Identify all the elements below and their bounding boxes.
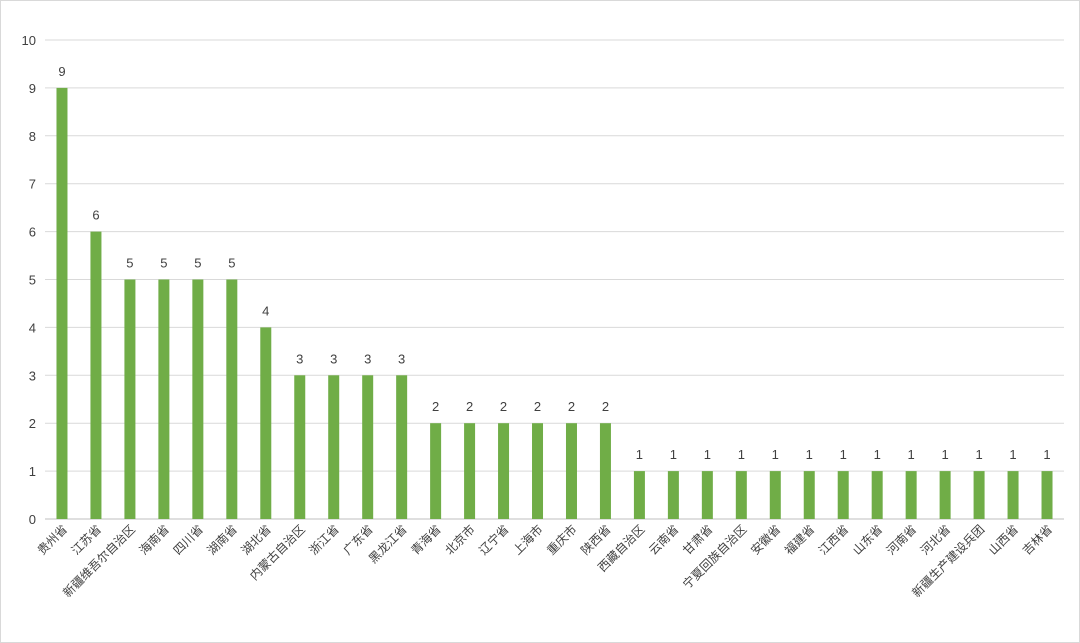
data-label: 1: [1043, 447, 1050, 462]
data-label: 1: [636, 447, 643, 462]
y-axis-ticks: 0 1 2 3 4 5 6 7 8 9 10: [22, 33, 36, 527]
gridlines: [45, 39, 1064, 520]
bar: [464, 423, 476, 519]
y-tick-label: 7: [29, 177, 36, 192]
data-label: 4: [262, 303, 269, 318]
data-label: 1: [772, 447, 779, 462]
data-label: 1: [975, 447, 982, 462]
data-label: 1: [704, 447, 711, 462]
x-tick-label: 上海市: [510, 522, 546, 558]
data-label: 3: [398, 351, 405, 366]
bar: [905, 471, 917, 519]
bar: [226, 279, 238, 519]
x-tick-label: 河南省: [883, 522, 919, 558]
data-label: 5: [228, 256, 235, 271]
y-tick-label: 1: [29, 464, 36, 479]
x-tick-label: 浙江省: [306, 522, 341, 557]
bar: [837, 471, 849, 519]
data-label: 3: [364, 351, 371, 366]
x-tick-label: 云南省: [645, 522, 681, 558]
x-tick-label: 青海省: [408, 522, 444, 558]
x-tick-label: 北京市: [442, 522, 478, 558]
x-tick-label: 贵州省: [35, 522, 70, 557]
data-label: 3: [330, 351, 337, 366]
data-label: 5: [194, 256, 201, 271]
bar: [328, 375, 340, 519]
x-tick-label: 辽宁省: [476, 522, 512, 558]
x-tick-label: 湖南省: [204, 522, 240, 558]
bars: [56, 87, 1053, 520]
bar: [294, 375, 306, 519]
data-label: 1: [806, 447, 813, 462]
y-tick-label: 2: [29, 416, 36, 431]
data-label: 1: [840, 447, 847, 462]
data-label: 1: [1009, 447, 1016, 462]
bar: [532, 423, 544, 519]
bar: [90, 231, 102, 519]
y-tick-label: 8: [29, 129, 36, 144]
bar: [1007, 471, 1019, 519]
bar: [803, 471, 815, 519]
y-tick-label: 5: [29, 273, 36, 288]
y-tick-label: 10: [22, 33, 36, 48]
y-tick-label: 0: [29, 512, 36, 527]
bar: [667, 471, 679, 519]
data-label: 1: [908, 447, 915, 462]
data-label: 2: [432, 399, 439, 414]
bar: [124, 279, 136, 519]
bar: [939, 471, 951, 519]
bar: [769, 471, 781, 519]
x-tick-label: 黑龙江省: [366, 522, 410, 566]
x-tick-label: 江西省: [816, 522, 851, 557]
bar: [973, 471, 985, 519]
x-tick-label: 山东省: [850, 522, 885, 557]
data-label: 5: [160, 256, 167, 271]
y-tick-label: 6: [29, 225, 36, 240]
x-axis-ticks: 贵州省江苏省新疆维吾尔自治区海南省四川省湖南省湖北省内蒙古自治区浙江省广东省黑龙…: [35, 522, 1055, 601]
bar: [56, 87, 68, 520]
data-label: 1: [874, 447, 881, 462]
bar: [498, 423, 510, 519]
data-label: 5: [126, 256, 133, 271]
bar: [192, 279, 204, 519]
data-label: 2: [602, 399, 609, 414]
data-labels: 9 6 5 5 5 5 4 3 3 3 3 2 2 2 2 2 2 1 1 1 1 1 1 1 1 1 1 1 1 1: [58, 64, 1050, 462]
bar: [599, 423, 611, 519]
x-tick-label: 四川省: [171, 522, 206, 557]
bar: [565, 423, 577, 519]
bar: [260, 327, 272, 519]
data-label: 2: [500, 399, 507, 414]
x-tick-label: 重庆市: [544, 522, 580, 558]
bar: [158, 279, 170, 519]
x-tick-label: 吉林省: [1020, 522, 1055, 557]
x-tick-label: 海南省: [136, 522, 172, 558]
data-label: 1: [941, 447, 948, 462]
bar: [735, 471, 747, 519]
bar: [633, 471, 645, 519]
bar: [701, 471, 713, 519]
bar: [871, 471, 883, 519]
data-label: 1: [670, 447, 677, 462]
y-tick-label: 3: [29, 368, 36, 383]
data-label: 1: [738, 447, 745, 462]
bar: [396, 375, 408, 519]
y-tick-label: 9: [29, 81, 36, 96]
x-tick-label: 安徽省: [747, 522, 783, 558]
data-label: 2: [534, 399, 541, 414]
data-label: 6: [92, 208, 99, 223]
data-label: 3: [296, 351, 303, 366]
data-label: 2: [466, 399, 473, 414]
data-label: 2: [568, 399, 575, 414]
x-tick-label: 山西省: [986, 522, 1021, 557]
data-label: 9: [58, 64, 65, 79]
y-tick-label: 4: [29, 320, 36, 335]
bar: [430, 423, 442, 519]
bar: [362, 375, 374, 519]
bar: [1041, 471, 1053, 519]
x-tick-label: 福建省: [781, 522, 817, 558]
